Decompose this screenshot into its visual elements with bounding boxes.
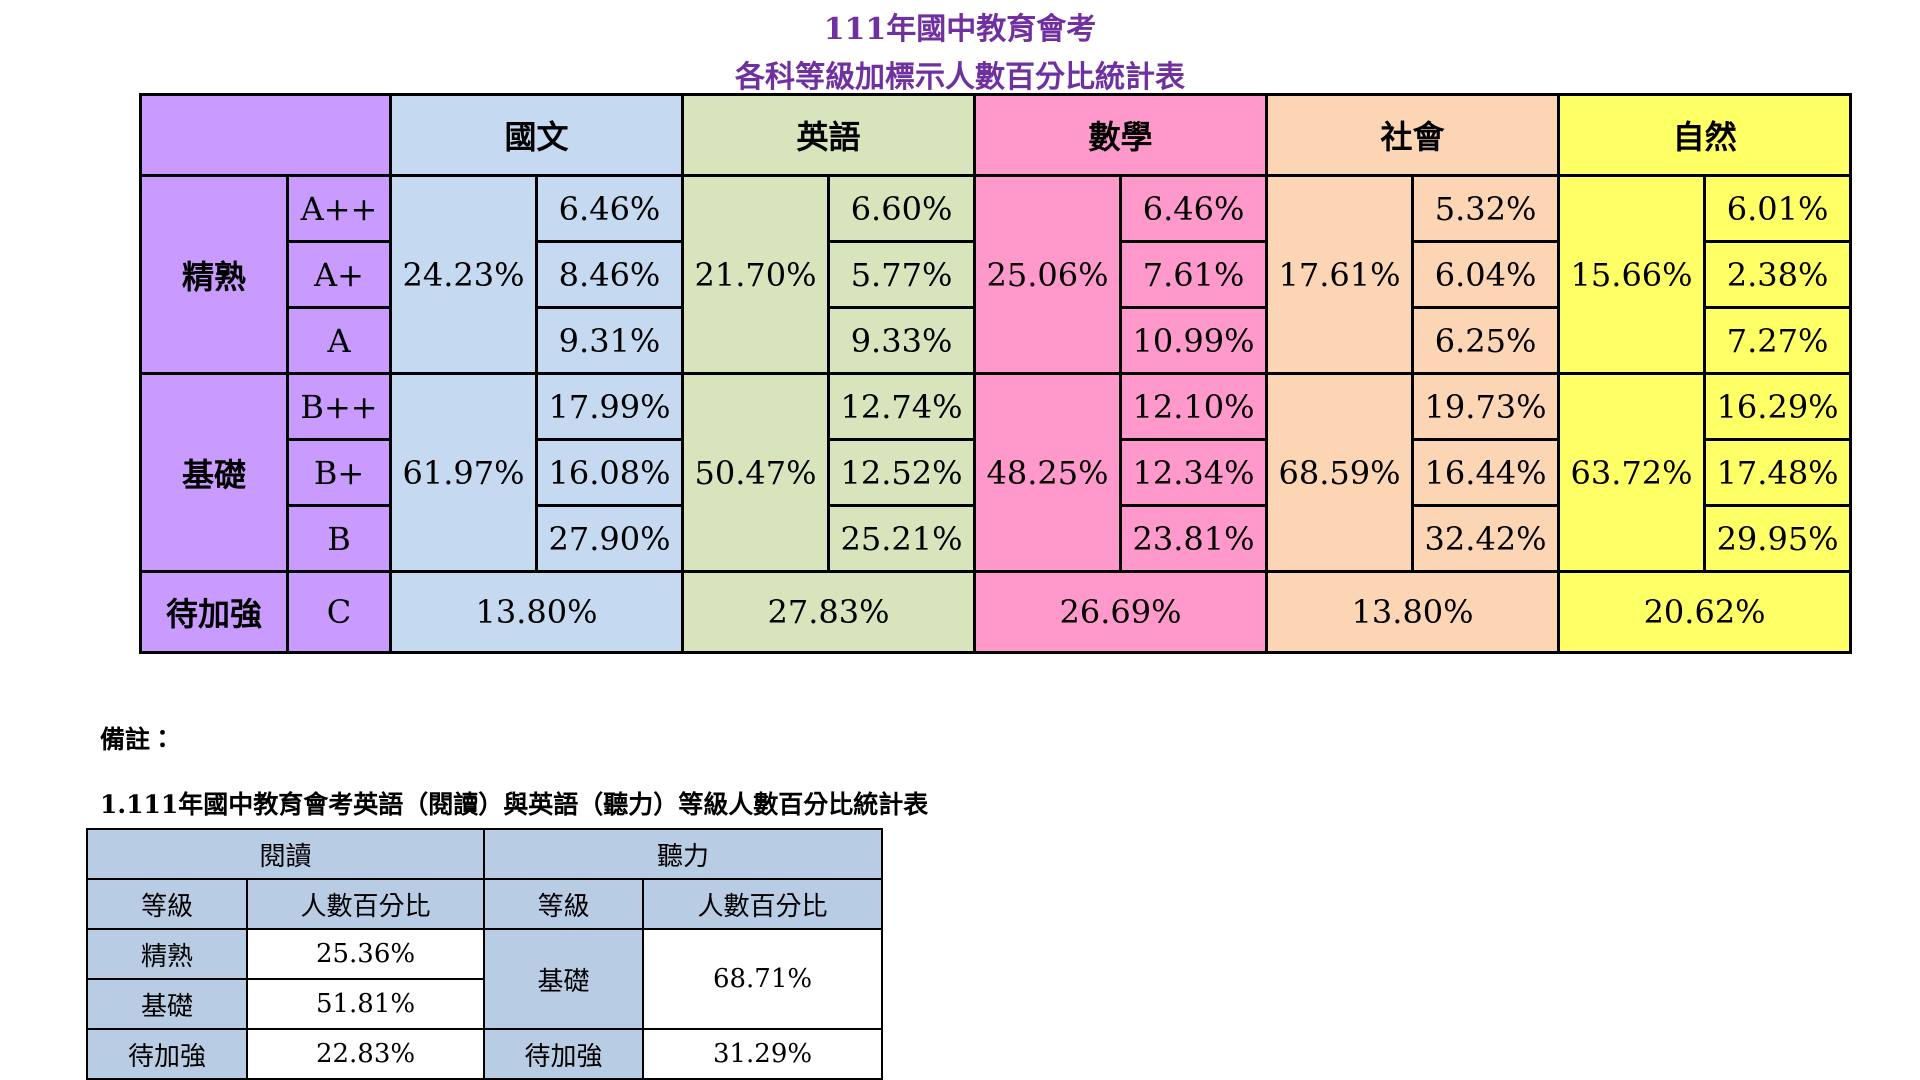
level-name: 精熟 (139, 174, 289, 375)
grade-row: 基礎 B++ 61.97% 17.99% 50.47% 12.74% 48.25% 12.10… (139, 372, 1853, 573)
grade-name: C (286, 570, 392, 654)
grade-value: 5.77% (827, 240, 977, 309)
eng-row: 基礎 51.81% (86, 978, 882, 1030)
grade-value: 6.46% (534, 174, 685, 243)
level-total: 21.70% (681, 174, 831, 375)
grade-value: 12.52% (827, 438, 977, 507)
grade-value: 9.31% (534, 306, 685, 375)
level-total: 48.25% (973, 372, 1123, 573)
c-value: 27.83% (681, 570, 977, 654)
grade-value: 6.46% (1119, 174, 1269, 243)
grade-value: 2.38% (1703, 240, 1853, 309)
level-total: 61.97% (389, 372, 538, 573)
eng-row: 待加強 22.83% 待加強 31.29% (86, 1028, 884, 1080)
column-header: 人數百分比 (245, 878, 486, 930)
grade-value: 7.27% (1703, 306, 1853, 375)
title: 111年國中教育會考 (823, 12, 1097, 47)
percent: 25.36% (245, 928, 486, 980)
grade-value: 29.95% (1703, 504, 1853, 573)
subject-header: 國文 (388, 93, 685, 177)
percent: 22.83% (245, 1028, 486, 1080)
grade-name: B++ (286, 372, 392, 441)
grade-name: A++ (286, 174, 392, 243)
grade-value: 12.34% (1119, 438, 1269, 507)
grade-value: 12.74% (827, 372, 977, 441)
subject-header: 英語 (681, 93, 977, 177)
note-label: 備註： (100, 725, 176, 754)
subject-header: 自然 (1557, 93, 1853, 177)
grade-value: 16.44% (1411, 438, 1561, 507)
grade-value: 7.61% (1119, 240, 1269, 309)
grade-row: 精熟 A++ 24.23% 6.46% 21.70% 6.60% 25.06% 6.46% 17… (139, 174, 1853, 375)
eng-row: 精熟 25.36% 基礎 68.71% (86, 928, 884, 1030)
grade-value: 6.01% (1703, 174, 1853, 243)
grade-value: 6.25% (1411, 306, 1561, 375)
grade-value: 6.04% (1411, 240, 1561, 309)
grade-value: 32.42% (1411, 504, 1561, 573)
grade-value: 17.99% (534, 372, 685, 441)
c-value: 20.62% (1557, 570, 1853, 654)
grade-name: B+ (286, 438, 392, 507)
level-name: 基礎 (139, 372, 289, 573)
level-name: 基礎 (86, 978, 248, 1030)
level-total: 50.47% (681, 372, 831, 573)
subtitle: 各科等級加標示人數百分比統計表 (735, 60, 1185, 95)
level-name: 精熟 (86, 928, 248, 980)
eng-column-row: 等級 人數百分比 等級 人數百分比 (86, 878, 884, 930)
level-total: 17.61% (1265, 174, 1415, 375)
level-total: 63.72% (1557, 372, 1707, 573)
grade-value: 8.46% (534, 240, 685, 309)
grade-value: 23.81% (1119, 504, 1269, 573)
grade-name: A (286, 306, 392, 375)
section-header: 閱讀 (85, 828, 486, 880)
level-name: 待加強 (86, 1028, 248, 1080)
grade-value: 16.29% (1703, 372, 1853, 441)
grade-value: 9.33% (827, 306, 977, 375)
c-row: 待加強 C 13.80% 27.83% 26.69% 13.80% 20.62% (139, 570, 1853, 654)
column-header: 人數百分比 (642, 878, 884, 930)
grade-table: 國文 英語 數學 社會 自然 精熟 A++ 24.23% 6.46% 21.70% 6.60% 25.… (139, 93, 1853, 654)
grade-value: 6.60% (827, 174, 977, 243)
subject-header: 數學 (973, 93, 1269, 177)
level-total: 24.23% (389, 174, 538, 375)
level-total: 25.06% (973, 174, 1123, 375)
english-table: 閱讀 聽力 等級 人數百分比 等級 人數百分比 精熟 25.36% 基礎 68.71% 基礎 51.8… (85, 828, 884, 1080)
level-total: 68.59% (1265, 372, 1415, 573)
level-name: 待加強 (483, 1028, 645, 1080)
level-name: 待加強 (139, 570, 289, 654)
column-header: 等級 (86, 878, 248, 930)
grade-name: A+ (286, 240, 392, 309)
grade-value: 16.08% (534, 438, 685, 507)
grade-value: 10.99% (1119, 306, 1269, 375)
section-header: 聽力 (483, 828, 884, 880)
grade-row: A+ 8.46% 5.77% 7.61% 6.04% 2.38% (141, 240, 1853, 309)
eng-header-row: 閱讀 聽力 (85, 828, 884, 880)
grade-row: B+ 16.08% 12.52% 12.34% 16.44% 17.48% (141, 438, 1853, 507)
grade-row: A 9.31% 9.33% 10.99% 6.25% 7.27% (141, 306, 1853, 375)
c-value: 26.69% (973, 570, 1269, 654)
level-name: 基礎 (483, 928, 645, 1030)
grade-name: B (286, 504, 392, 573)
grade-value: 12.10% (1119, 372, 1269, 441)
grade-value: 19.73% (1411, 372, 1561, 441)
percent: 68.71% (642, 928, 884, 1030)
c-value: 13.80% (388, 570, 685, 654)
corner-cell (139, 93, 392, 177)
grade-value: 25.21% (827, 504, 977, 573)
percent: 31.29% (642, 1028, 884, 1080)
c-value: 13.80% (1265, 570, 1561, 654)
note-title: 1.111年國中教育會考英語（閱讀）與英語（聽力）等級人數百分比統計表 (100, 790, 929, 819)
grade-row: B 27.90% 25.21% 23.81% 32.42% 29.95% (141, 504, 1853, 573)
subject-header: 社會 (1265, 93, 1561, 177)
grade-value: 5.32% (1411, 174, 1561, 243)
grade-value: 27.90% (534, 504, 685, 573)
level-total: 15.66% (1557, 174, 1707, 375)
percent: 51.81% (245, 978, 486, 1030)
column-header: 等級 (483, 878, 645, 930)
grade-value: 17.48% (1703, 438, 1853, 507)
header-row: 國文 英語 數學 社會 自然 (139, 93, 1853, 177)
